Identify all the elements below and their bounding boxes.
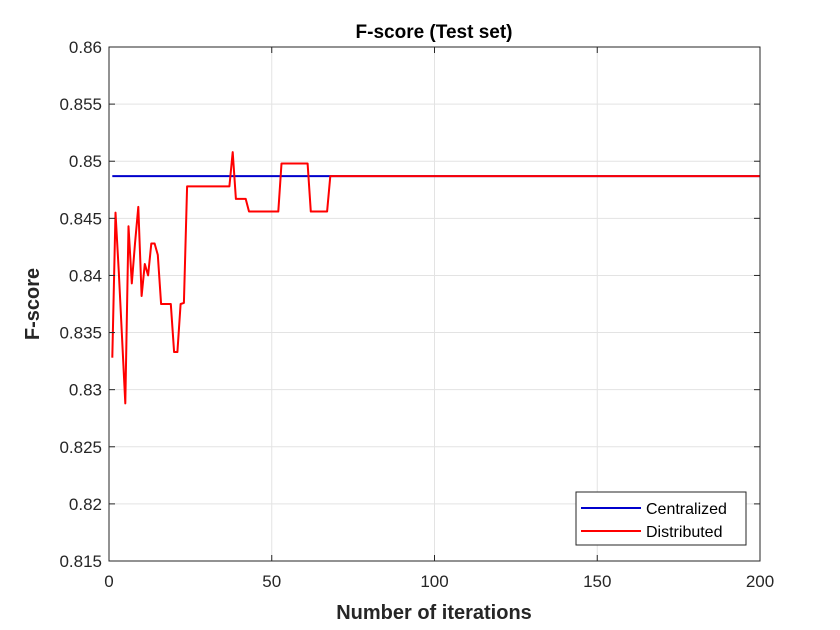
legend: Centralized Distributed: [575, 491, 747, 546]
legend-box: [575, 491, 747, 546]
legend-label-distributed: Distributed: [646, 524, 722, 541]
y-tick-label: 0.855: [59, 95, 102, 114]
legend-label-centralized: Centralized: [646, 501, 727, 518]
y-tick-label: 0.815: [59, 552, 102, 571]
x-axis-title: Number of iterations: [336, 602, 532, 624]
x-tick-label: 50: [262, 572, 281, 591]
y-tick-label: 0.835: [59, 324, 102, 343]
y-tick-label: 0.84: [69, 266, 102, 285]
y-tick-label: 0.845: [59, 209, 102, 228]
y-tick-label: 0.82: [69, 495, 102, 514]
x-tick-label: 0: [104, 572, 113, 591]
series-line-distributed: [111, 151, 760, 405]
y-tick-label: 0.86: [69, 38, 102, 57]
x-tick-label: 200: [746, 572, 774, 591]
x-tick-label: 100: [420, 572, 448, 591]
chart-title: F-score (Test set): [356, 22, 513, 43]
y-tick-label: 0.83: [69, 381, 102, 400]
y-tick-label: 0.825: [59, 438, 102, 457]
series-layer: [111, 151, 760, 405]
axis-ticks: 0 50 100 150 200 0.815 0.82 0.825 0.83 0.835 0.84 0…: [59, 38, 774, 591]
y-tick-label: 0.85: [69, 152, 102, 171]
y-axis-title: F-score: [22, 268, 44, 340]
x-tick-label: 150: [583, 572, 611, 591]
